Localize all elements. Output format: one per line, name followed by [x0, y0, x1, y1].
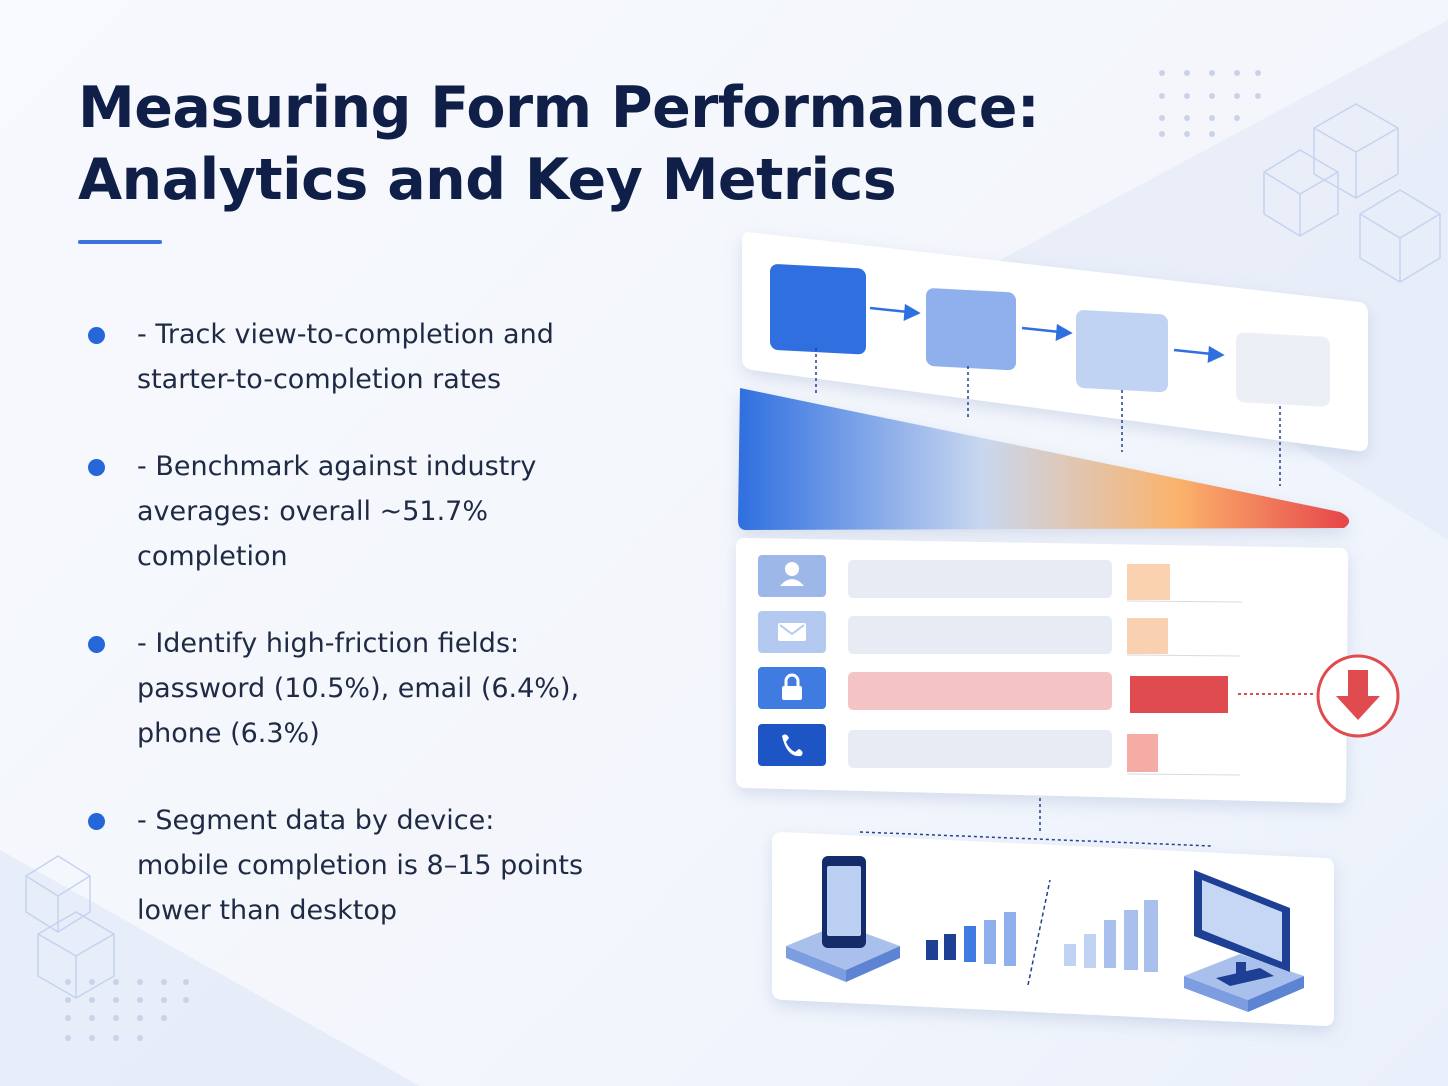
title: Measuring Form Performance: Analytics an…	[78, 72, 1040, 216]
bullet-item: - Identify high-friction fields: passwor…	[84, 621, 584, 756]
bullet-item: - Benchmark against industry averages: o…	[84, 444, 584, 579]
title-underline	[78, 240, 162, 244]
bullet-item: - Track view-to-completion and starter-t…	[84, 312, 584, 402]
illustration	[736, 232, 1400, 1026]
bullet-item: - Segment data by device: mobile complet…	[84, 798, 584, 933]
title-line: Measuring Form Performance:	[78, 75, 1040, 141]
title-line: Analytics and Key Metrics	[78, 147, 897, 213]
bullet-list: - Track view-to-completion and starter-t…	[84, 312, 584, 975]
